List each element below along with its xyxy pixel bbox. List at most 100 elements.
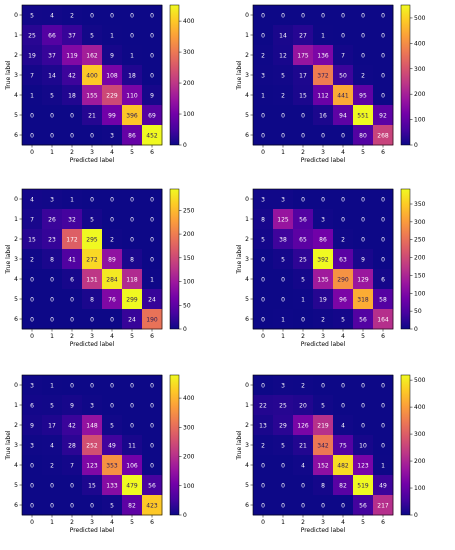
cell-value-label: 1 — [381, 463, 385, 470]
x-tick-label: 5 — [130, 149, 134, 156]
colorbar-tick-label: 200 — [183, 231, 195, 238]
matrix-cell — [82, 209, 103, 230]
cell-value-label: 0 — [150, 443, 154, 450]
matrix-cell — [353, 495, 374, 516]
matrix-cell — [122, 45, 143, 66]
matrix-cell — [253, 125, 274, 146]
cell-value-label: 7 — [30, 217, 34, 224]
colorbar-tick-label: 200 — [414, 458, 426, 465]
matrix-cell — [253, 269, 274, 290]
cell-value-label: 0 — [301, 133, 305, 140]
x-tick-label: 0 — [30, 149, 34, 156]
matrix-cell — [253, 65, 274, 86]
matrix-cell — [353, 189, 374, 210]
matrix-cell — [253, 105, 274, 126]
cell-value-label: 396 — [126, 113, 138, 120]
cell-value-label: 0 — [361, 53, 365, 60]
y-tick-label: 5 — [14, 296, 18, 303]
cell-value-label: 0 — [261, 257, 265, 264]
cell-value-label: 38 — [279, 237, 287, 244]
matrix-cell — [82, 85, 103, 106]
matrix-cell — [353, 455, 374, 476]
cell-value-label: 58 — [379, 297, 387, 304]
cell-value-label: 123 — [357, 463, 369, 470]
cell-value-label: 0 — [30, 277, 34, 284]
cell-value-label: 17 — [299, 73, 307, 80]
cell-value-label: 0 — [90, 133, 94, 140]
x-tick-label: 3 — [90, 519, 94, 526]
matrix-cell — [82, 475, 103, 496]
cell-value-label: 162 — [86, 53, 98, 60]
matrix-cell — [353, 65, 374, 86]
y-tick-label: 6 — [245, 502, 249, 509]
cell-value-label: 82 — [128, 503, 136, 510]
matrix-cell — [122, 395, 143, 416]
cell-value-label: 5 — [30, 13, 34, 20]
matrix-cell — [373, 85, 394, 106]
cell-value-label: 3 — [50, 197, 54, 204]
matrix-cell — [373, 5, 394, 26]
cell-value-label: 252 — [86, 443, 98, 450]
matrix-cell — [122, 25, 143, 46]
cell-value-label: 129 — [357, 277, 369, 284]
cell-value-label: 22 — [259, 403, 267, 410]
matrix-cell — [102, 105, 123, 126]
cell-value-label: 3 — [281, 197, 285, 204]
matrix-cell — [373, 455, 394, 476]
cell-value-label: 0 — [361, 197, 365, 204]
matrix-cell — [273, 85, 294, 106]
colorbar — [400, 188, 411, 330]
x-tick-label: 1 — [50, 333, 54, 340]
matrix-cell — [333, 65, 354, 86]
cell-value-label: 0 — [361, 217, 365, 224]
matrix-cell — [273, 269, 294, 290]
cell-value-label: 148 — [86, 423, 98, 430]
matrix-cell — [82, 309, 103, 330]
colorbar — [169, 374, 180, 516]
matrix-cell — [373, 209, 394, 230]
matrix-cell — [142, 415, 163, 436]
cell-value-label: 8 — [50, 257, 54, 264]
y-tick-label: 4 — [14, 462, 18, 469]
cell-value-label: 2 — [301, 383, 305, 390]
cell-value-label: 0 — [281, 463, 285, 470]
cell-value-label: 133 — [106, 483, 118, 490]
matrix-cell — [22, 85, 43, 106]
y-tick-label: 3 — [245, 442, 249, 449]
x-axis-label: Predicted label — [70, 341, 115, 348]
matrix-cell — [82, 415, 103, 436]
cell-value-label: 0 — [90, 503, 94, 510]
matrix-cell — [333, 229, 354, 250]
cell-value-label: 392 — [317, 257, 329, 264]
matrix-cell — [142, 495, 163, 516]
cell-value-label: 2 — [361, 73, 365, 80]
matrix-cell — [102, 209, 123, 230]
matrix-cell — [313, 45, 334, 66]
matrix-cell — [273, 229, 294, 250]
matrix-cell — [273, 375, 294, 396]
cell-value-label: 27 — [299, 33, 307, 40]
cell-value-label: 1 — [30, 93, 34, 100]
cell-value-label: 9 — [70, 403, 74, 410]
matrix-cell — [82, 455, 103, 476]
matrix-cell — [102, 269, 123, 290]
cell-value-label: 25 — [299, 257, 307, 264]
x-tick-label: 4 — [341, 149, 345, 156]
cell-value-label: 3 — [321, 217, 325, 224]
matrix-cell — [333, 125, 354, 146]
cell-value-label: 66 — [48, 33, 56, 40]
cell-value-label: 1 — [281, 317, 285, 324]
cell-value-label: 0 — [381, 33, 385, 40]
cell-value-label: 0 — [261, 297, 265, 304]
cell-value-label: 4 — [30, 197, 34, 204]
cell-value-label: 0 — [30, 317, 34, 324]
matrix-cell — [42, 189, 63, 210]
colorbar — [400, 374, 411, 516]
cell-value-label: 123 — [86, 463, 98, 470]
cell-value-label: 342 — [317, 443, 329, 450]
matrix-cell — [293, 415, 314, 436]
y-tick-label: 1 — [14, 402, 18, 409]
cell-value-label: 172 — [66, 237, 78, 244]
x-tick-label: 4 — [110, 149, 114, 156]
y-tick-label: 0 — [14, 12, 18, 19]
